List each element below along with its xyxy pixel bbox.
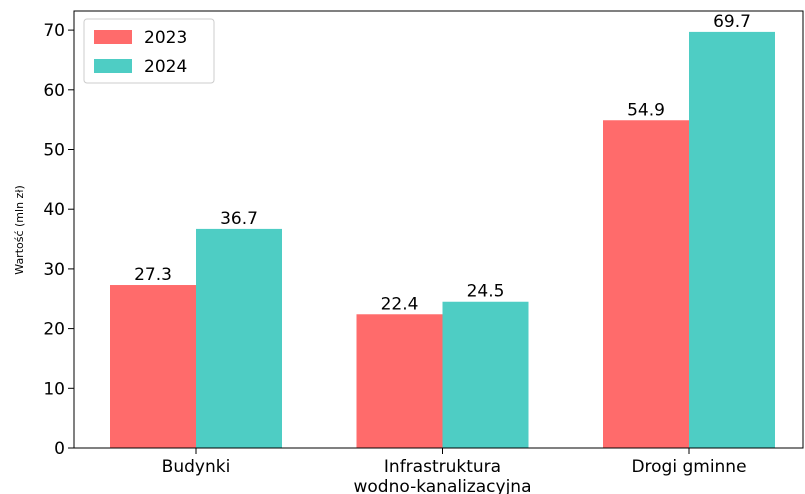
y-axis-label: Wartość (mln zł) — [13, 185, 26, 274]
bar — [603, 120, 689, 448]
value-label: 24.5 — [467, 282, 505, 302]
value-label: 54.9 — [627, 100, 665, 120]
legend-label: 2023 — [144, 28, 187, 48]
legend-label: 2024 — [144, 57, 187, 77]
bar — [110, 285, 196, 448]
y-tick-label: 10 — [43, 379, 65, 399]
legend-swatch — [94, 59, 132, 73]
y-tick-label: 60 — [43, 81, 65, 101]
x-tick-label: Budynki — [162, 457, 231, 477]
y-tick-label: 0 — [54, 439, 65, 459]
value-label: 69.7 — [713, 12, 751, 32]
plot-frame — [73, 10, 804, 449]
bar — [689, 31, 775, 449]
x-tick-label: Infrastruktura wodno-kanalizacyjna — [354, 457, 532, 494]
value-label: 36.7 — [220, 209, 258, 229]
x-tick-label: Drogi gminne — [631, 457, 746, 477]
bar — [196, 228, 282, 448]
y-tick-label: 40 — [43, 200, 65, 220]
y-tick-label: 20 — [43, 320, 65, 340]
bar — [442, 301, 529, 448]
y-tick-label: 50 — [43, 141, 65, 161]
bar — [356, 314, 443, 448]
value-label: 22.4 — [381, 294, 419, 314]
legend-swatch — [94, 30, 132, 44]
value-label: 27.3 — [134, 265, 172, 285]
y-tick-label: 70 — [43, 21, 65, 41]
y-tick-label: 30 — [43, 260, 65, 280]
